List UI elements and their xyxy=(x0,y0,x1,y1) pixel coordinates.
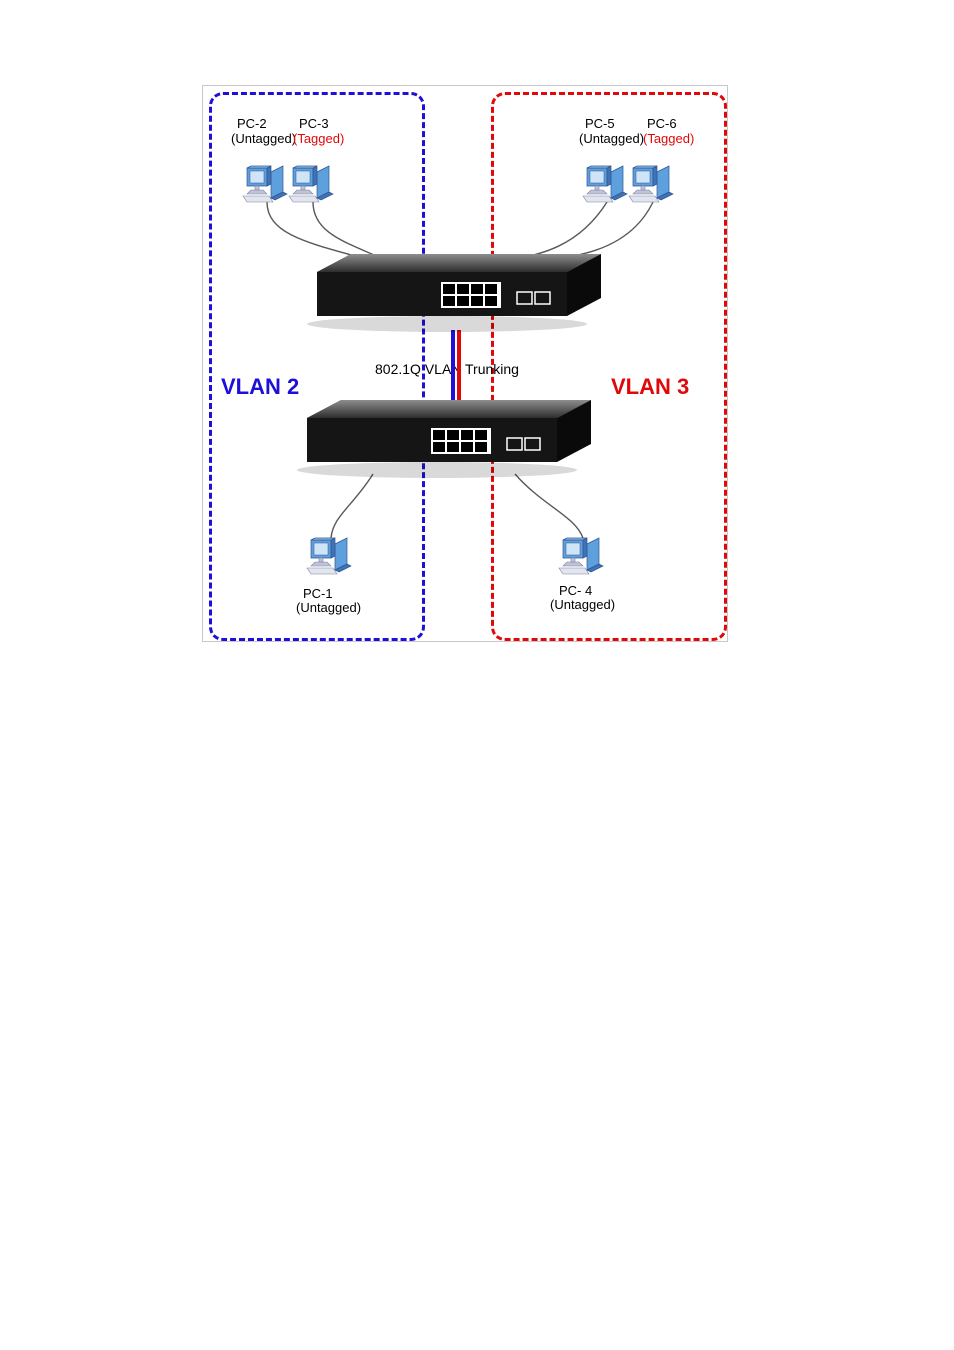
pc1-icon xyxy=(307,538,351,574)
pc6-icon xyxy=(629,166,673,202)
switch-top-icon xyxy=(307,254,601,332)
trunk-lines xyxy=(453,330,459,406)
pc4-icon xyxy=(559,538,603,574)
switch-bottom-icon xyxy=(297,400,591,478)
cable-group-top xyxy=(267,202,653,261)
diagram-stage: VLAN 2 VLAN 3 PC-2 (Untagged) PC-3 (Tagg… xyxy=(202,85,728,642)
pc3-icon xyxy=(289,166,333,202)
pc2-icon xyxy=(243,166,287,202)
pc5-icon xyxy=(583,166,627,202)
cable-group-bottom xyxy=(331,474,583,538)
wiring-layer xyxy=(203,86,727,641)
